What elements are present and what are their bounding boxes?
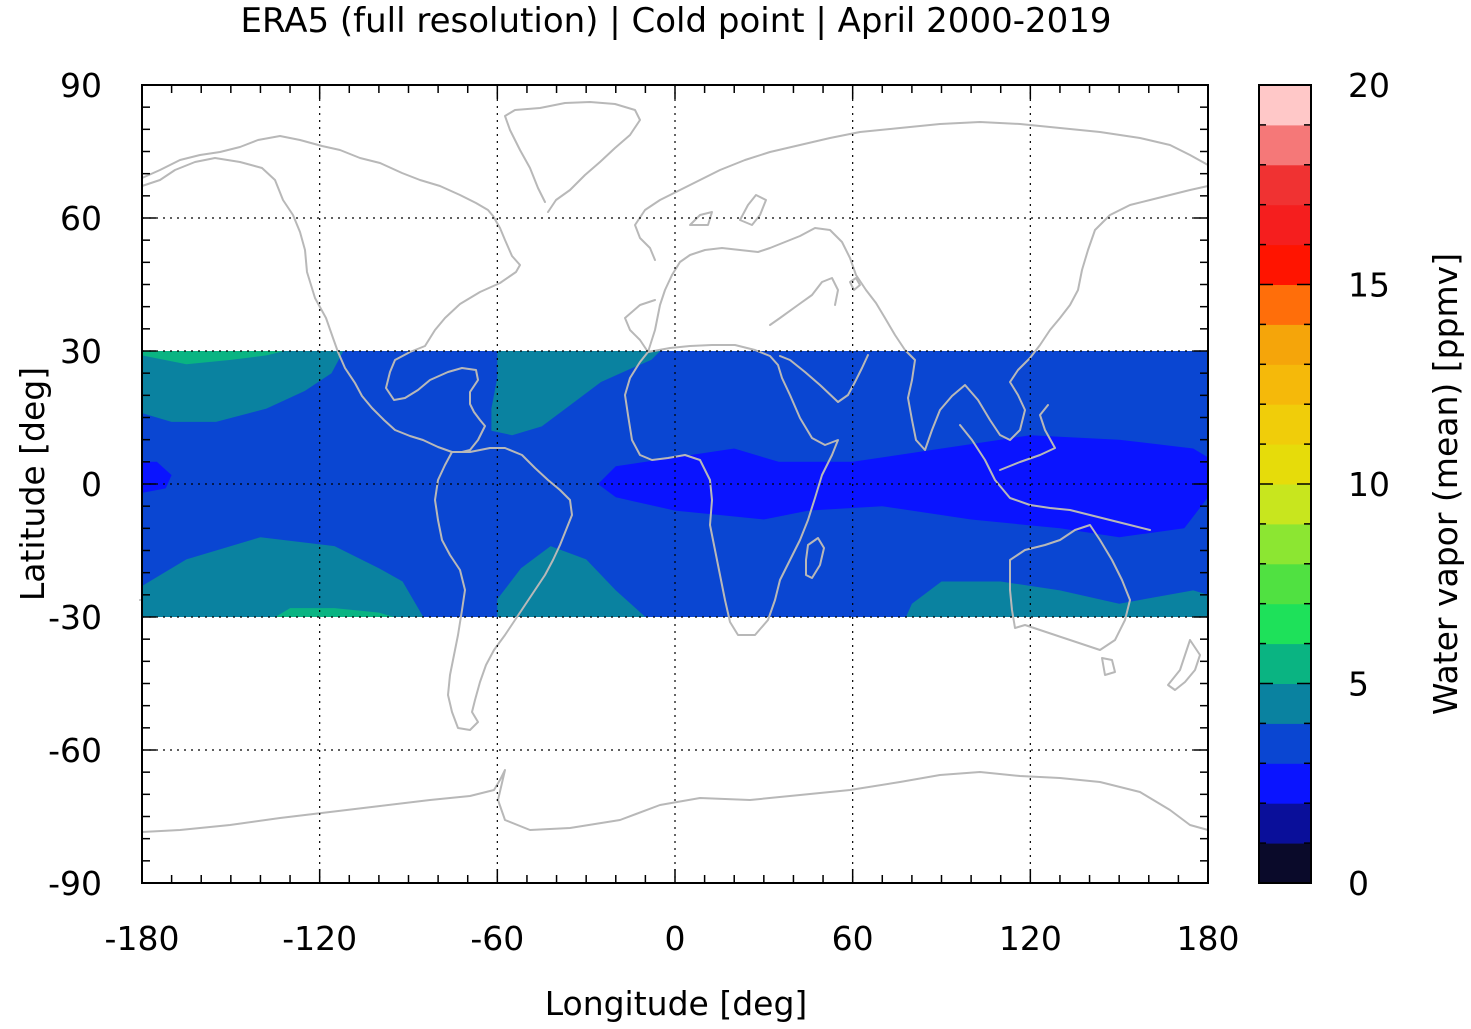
y-tick-labels: 90 60 30 0 -30 -60 -90: [48, 66, 102, 903]
x-tick-label: -60: [470, 919, 524, 958]
x-tick-label: 60: [832, 919, 874, 958]
x-tick-label: 0: [665, 919, 686, 958]
colorbar-swatch: [1259, 244, 1311, 285]
x-tick-label: 180: [1177, 919, 1240, 958]
field-region-north-atlantic: [491, 351, 661, 436]
x-tick-label: -180: [105, 919, 180, 958]
field-region-south-pacific-green: [275, 608, 394, 617]
x-tick-label: -120: [282, 919, 357, 958]
colorbar-swatch: [1259, 364, 1311, 405]
colorbar-swatch: [1259, 563, 1311, 605]
colorbar-tick-label: 15: [1348, 266, 1390, 305]
axis-ticks: [141, 84, 1209, 884]
field-region-south-pacific: [142, 537, 424, 617]
y-axis-label: Latitude [deg]: [13, 367, 52, 601]
colorbar-swatch: [1259, 763, 1311, 804]
colorbar-swatch: [1259, 803, 1311, 844]
colorbar-swatch: [1259, 683, 1311, 724]
colorbar: 20 15 10 5 0 Water vapor (mean) [ppmv]: [1258, 66, 1465, 903]
colorbar-swatch: [1259, 324, 1311, 365]
colorbar-swatch: [1259, 404, 1311, 445]
colorbar-tick-label: 0: [1348, 864, 1369, 903]
colorbar-tick-label: 20: [1348, 66, 1390, 105]
field-region-south-atlantic: [497, 546, 646, 617]
colorbar-swatch: [1259, 85, 1311, 126]
colorbar-swatch: [1259, 484, 1311, 525]
colorbar-swatches: [1259, 85, 1311, 884]
colorbar-swatch: [1259, 723, 1311, 764]
y-tick-label: 60: [60, 199, 102, 238]
colorbar-swatch: [1259, 444, 1311, 485]
colorbar-swatch: [1259, 204, 1311, 246]
plot-area: [139, 84, 1209, 884]
field-region-north-pacific-green: [142, 351, 285, 365]
x-tick-label: 120: [999, 919, 1062, 958]
colorbar-swatch: [1259, 643, 1311, 684]
x-axis-label: Longitude [deg]: [545, 984, 808, 1023]
colorbar-tick-label: 5: [1348, 665, 1369, 704]
y-tick-label: 30: [60, 332, 102, 371]
colorbar-tick-labels: 20 15 10 5 0: [1348, 66, 1390, 903]
chart-title: ERA5 (full resolution) | Cold point | Ap…: [240, 1, 1111, 41]
field-region-north-pacific-east: [142, 351, 344, 422]
y-tick-label: 0: [81, 465, 102, 504]
colorbar-swatch: [1259, 523, 1311, 565]
colorbar-swatch: [1259, 124, 1311, 166]
colorbar-ticks: [1259, 84, 1311, 884]
y-tick-label: -30: [48, 598, 102, 637]
colorbar-tick-label: 10: [1348, 465, 1390, 504]
colorbar-swatch: [1259, 843, 1311, 884]
field-region-central-pacific-core: [142, 461, 172, 493]
grid-lines: [142, 85, 1208, 883]
colorbar-swatch: [1259, 284, 1311, 325]
colorbar-swatch: [1259, 164, 1311, 206]
coastlines: [139, 101, 1209, 833]
field-region-south-indian: [906, 581, 1208, 617]
x-tick-labels: -180 -120 -60 0 60 120 180: [105, 919, 1240, 958]
y-tick-label: -60: [48, 731, 102, 770]
field-region-africa-core: [598, 435, 1208, 538]
colorbar-swatch: [1259, 603, 1311, 645]
colorbar-label: Water vapor (mean) [ppmv]: [1426, 253, 1465, 715]
y-tick-label: -90: [48, 864, 102, 903]
y-tick-label: 90: [60, 66, 102, 105]
